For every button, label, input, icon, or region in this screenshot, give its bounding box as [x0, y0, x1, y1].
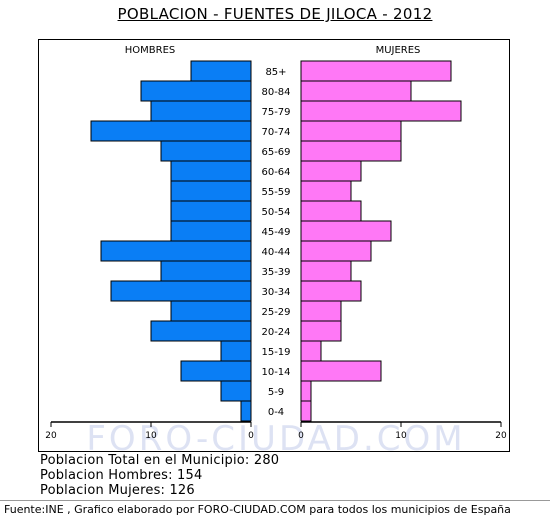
age-label-30-34: 30-34 [261, 287, 290, 298]
legend-mujeres: MUJERES [376, 45, 421, 56]
bar-mujeres-10-14 [300, 360, 382, 382]
x-tick-label-5: 20 [495, 431, 507, 441]
x-tick-label-0: 20 [45, 431, 57, 441]
bar-hombres-55-59 [170, 180, 252, 202]
bar-mujeres-15-19 [300, 340, 322, 362]
age-label-20-24: 20-24 [261, 327, 290, 338]
bar-mujeres-55-59 [300, 180, 352, 202]
age-label-60-64: 60-64 [261, 167, 290, 178]
age-label-25-29: 25-29 [261, 307, 290, 318]
x-tick-label-1: 10 [145, 431, 157, 441]
bar-hombres-60-64 [170, 160, 252, 182]
bar-mujeres-45-49 [300, 220, 392, 242]
bar-mujeres-60-64 [300, 160, 362, 182]
bar-mujeres-25-29 [300, 300, 342, 322]
bar-hombres-35-39 [160, 260, 252, 282]
age-label-5-9: 5-9 [268, 387, 284, 398]
bar-mujeres-70-74 [300, 120, 402, 142]
bar-mujeres-85+ [300, 60, 452, 82]
bar-mujeres-20-24 [300, 320, 342, 342]
bar-hombres-5-9 [220, 380, 252, 402]
age-label-0-4: 0-4 [268, 407, 284, 418]
population-pyramid: FORO-CIUDAD.COM 85+ 80-84 75-79 70-74 65-69 6… [45, 45, 507, 453]
bar-mujeres-0-4 [300, 400, 312, 422]
age-label-15-19: 15-19 [261, 347, 290, 358]
bar-mujeres-35-39 [300, 260, 352, 282]
footer-divider [0, 500, 550, 501]
bar-hombres-15-19 [220, 340, 252, 362]
stat-hombres: Poblacion Hombres: 154 [40, 468, 203, 483]
x-tick-label-2: 0 [248, 431, 254, 441]
bar-hombres-20-24 [150, 320, 252, 342]
x-tick-label-4: 10 [395, 431, 407, 441]
chart-frame: FORO-CIUDAD.COM 85+ 80-84 75-79 70-74 65-69 6… [38, 39, 510, 453]
bar-hombres-50-54 [170, 200, 252, 222]
age-label-70-74: 70-74 [261, 127, 290, 138]
bar-hombres-25-29 [170, 300, 252, 322]
bar-mujeres-80-84 [300, 80, 412, 102]
stat-mujeres: Poblacion Mujeres: 126 [40, 483, 195, 498]
age-label-75-79: 75-79 [261, 107, 290, 118]
age-label-65-69: 65-69 [261, 147, 290, 158]
bar-hombres-30-34 [110, 280, 252, 302]
chart-title: POBLACION - FUENTES DE JILOCA - 2012 [117, 5, 433, 23]
age-label-35-39: 35-39 [261, 267, 290, 278]
stat-total: Poblacion Total en el Municipio: 280 [40, 453, 280, 468]
bar-hombres-85+ [190, 60, 252, 82]
bar-mujeres-75-79 [300, 100, 462, 122]
bar-mujeres-65-69 [300, 140, 402, 162]
x-tick-label-3: 0 [298, 431, 304, 441]
bar-hombres-65-69 [160, 140, 252, 162]
age-label-80-84: 80-84 [261, 87, 290, 98]
source-note: Fuente:INE , Grafico elaborado por FORO-… [4, 503, 511, 516]
age-label-10-14: 10-14 [261, 367, 290, 378]
bar-hombres-10-14 [180, 360, 252, 382]
bar-mujeres-5-9 [300, 380, 312, 402]
age-label-55-59: 55-59 [261, 187, 290, 198]
bar-hombres-0-4 [240, 400, 252, 422]
bar-mujeres-40-44 [300, 240, 372, 262]
age-label-40-44: 40-44 [261, 247, 290, 258]
bar-hombres-45-49 [170, 220, 252, 242]
bar-hombres-40-44 [100, 240, 252, 262]
bar-hombres-80-84 [140, 80, 252, 102]
bar-mujeres-50-54 [300, 200, 362, 222]
bar-mujeres-30-34 [300, 280, 362, 302]
age-label-50-54: 50-54 [261, 207, 290, 218]
legend-hombres: HOMBRES [125, 45, 176, 56]
bar-hombres-75-79 [150, 100, 252, 122]
age-label-45-49: 45-49 [261, 227, 290, 238]
age-label-85+: 85+ [265, 67, 286, 78]
watermark-text: FORO-CIUDAD.COM [86, 419, 465, 453]
bar-hombres-70-74 [90, 120, 252, 142]
